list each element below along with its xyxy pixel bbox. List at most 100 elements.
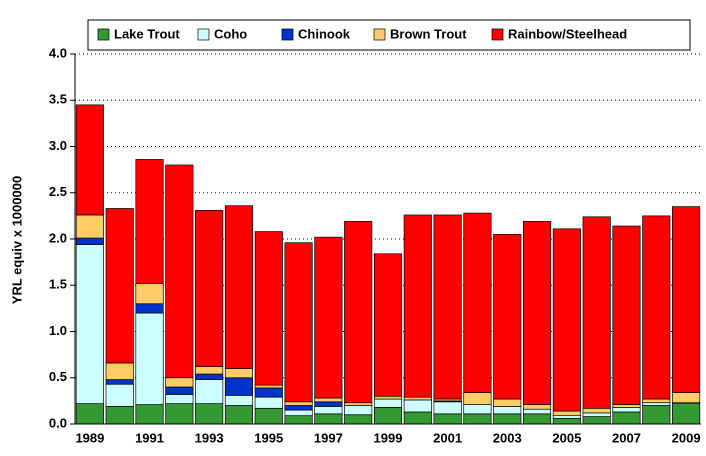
bar-segment bbox=[195, 209, 224, 367]
bar-segment bbox=[493, 398, 522, 407]
bar-segment bbox=[373, 407, 403, 425]
bar-segment bbox=[135, 159, 164, 284]
y-tick-label: 1.0 bbox=[49, 323, 67, 338]
bar-segment bbox=[493, 413, 522, 425]
bar-segment bbox=[642, 402, 671, 406]
bar-segment bbox=[433, 214, 462, 400]
bar-segment bbox=[612, 411, 641, 425]
x-tick-label: 2005 bbox=[552, 430, 581, 445]
bar-segment bbox=[552, 410, 581, 417]
bar-segment bbox=[284, 415, 313, 425]
y-tick-label: 0.5 bbox=[49, 369, 67, 384]
bar-segment bbox=[135, 303, 164, 314]
bar-segment bbox=[105, 406, 134, 425]
bar-segment bbox=[373, 395, 403, 400]
x-tick-label: 1997 bbox=[314, 430, 343, 445]
bar-segment bbox=[493, 406, 522, 415]
bar-segment bbox=[344, 402, 373, 406]
bar-segment bbox=[403, 396, 432, 401]
bar-segment bbox=[314, 236, 343, 399]
bar-segment bbox=[165, 164, 194, 379]
bar-segment bbox=[254, 407, 283, 425]
y-axis-label: YRL equiv x 1000000 bbox=[9, 176, 24, 304]
bar-segment bbox=[105, 379, 134, 385]
bar-segment bbox=[582, 216, 611, 409]
x-tick-label: 1993 bbox=[195, 430, 224, 445]
bar-segment bbox=[433, 413, 462, 425]
bar-segment bbox=[612, 225, 641, 405]
y-tick-label: 3.5 bbox=[49, 92, 67, 107]
legend-label: Lake Trout bbox=[114, 26, 180, 41]
legend-swatch bbox=[97, 28, 110, 41]
bar-segment bbox=[224, 405, 254, 425]
bar-segment bbox=[552, 228, 581, 412]
x-tick-label: 1991 bbox=[135, 430, 164, 445]
bar-segment bbox=[493, 234, 522, 400]
bar-segment bbox=[284, 401, 313, 406]
x-tick-label: 1989 bbox=[75, 430, 104, 445]
bar-segment bbox=[105, 383, 134, 407]
bar-segment bbox=[552, 415, 581, 419]
bar-segment bbox=[612, 407, 641, 413]
bar-segment bbox=[672, 403, 701, 425]
bar-segment bbox=[195, 373, 224, 380]
legend-swatch bbox=[373, 28, 386, 41]
bar-segment bbox=[195, 379, 224, 405]
bar-segment bbox=[135, 404, 164, 425]
y-tick-label: 3.0 bbox=[49, 138, 67, 153]
bar-segment bbox=[314, 406, 343, 415]
bar-segment bbox=[195, 366, 224, 375]
bar-segment bbox=[75, 104, 104, 216]
bar-segment bbox=[612, 404, 641, 408]
bar-segment bbox=[165, 394, 194, 404]
y-tick-label: 0.0 bbox=[49, 415, 67, 430]
bar-segment bbox=[224, 205, 254, 369]
legend-label: Chinook bbox=[298, 26, 351, 41]
bar-segment bbox=[344, 221, 373, 404]
bar-segment bbox=[75, 244, 104, 405]
bar-segment bbox=[254, 396, 283, 409]
bar-segment bbox=[165, 377, 194, 388]
bar-segment bbox=[522, 221, 552, 405]
bar-segment bbox=[284, 405, 313, 411]
bar-segment bbox=[463, 404, 492, 415]
y-tick-label: 1.5 bbox=[49, 277, 67, 292]
bar-segment bbox=[672, 206, 701, 393]
bar-segment bbox=[254, 231, 283, 386]
bar-segment bbox=[373, 253, 403, 397]
bar-segment bbox=[642, 398, 671, 404]
bar-segment bbox=[224, 394, 254, 406]
bar-segment bbox=[135, 312, 164, 405]
legend-swatch bbox=[281, 28, 294, 41]
bar-segment bbox=[463, 392, 492, 405]
x-tick-label: 2007 bbox=[612, 430, 641, 445]
bar-segment bbox=[75, 403, 104, 425]
bar-segment bbox=[314, 401, 343, 407]
bar-segment bbox=[284, 409, 313, 417]
x-tick-label: 1999 bbox=[374, 430, 403, 445]
bar-segment bbox=[135, 283, 164, 305]
legend-label: Brown Trout bbox=[390, 26, 467, 41]
bar-segment bbox=[165, 403, 194, 425]
bar-segment bbox=[463, 413, 492, 425]
bar-segment bbox=[254, 384, 283, 389]
bar-segment bbox=[672, 392, 701, 404]
y-tick-label: 2.0 bbox=[49, 230, 67, 245]
x-tick-label: 2001 bbox=[433, 430, 462, 445]
legend-swatch bbox=[197, 28, 210, 41]
bar-segment bbox=[582, 416, 611, 425]
bar-segment bbox=[403, 214, 432, 398]
bar-segment bbox=[582, 407, 611, 414]
bar-segment bbox=[522, 413, 552, 425]
bar-segment bbox=[433, 401, 462, 415]
bar-segment bbox=[75, 214, 104, 239]
bar-segment bbox=[195, 403, 224, 425]
bar-segment bbox=[463, 212, 492, 393]
legend-swatch bbox=[491, 28, 504, 41]
bar-segment bbox=[344, 414, 373, 425]
bar-segment bbox=[224, 377, 254, 396]
x-tick-label: 2003 bbox=[493, 430, 522, 445]
y-tick-label: 2.5 bbox=[49, 184, 67, 199]
bar-segment bbox=[344, 405, 373, 416]
